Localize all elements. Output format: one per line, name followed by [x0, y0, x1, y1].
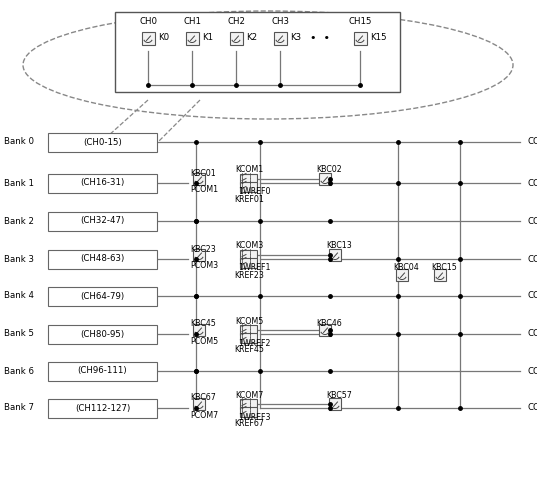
Text: (CH80-95): (CH80-95): [81, 329, 125, 339]
Text: (CH0-15): (CH0-15): [83, 138, 122, 146]
Text: KBC67: KBC67: [190, 394, 216, 402]
Text: COM1: COM1: [527, 179, 537, 187]
Text: Bank 1: Bank 1: [4, 179, 34, 187]
Bar: [229, 31, 243, 44]
Text: Bank 4: Bank 4: [4, 292, 34, 300]
Bar: [240, 325, 257, 335]
Bar: [193, 249, 205, 261]
Bar: [142, 31, 155, 44]
Bar: [329, 398, 341, 410]
Text: KBC57: KBC57: [326, 390, 352, 399]
Text: COM2: COM2: [527, 216, 537, 226]
Text: K2: K2: [246, 33, 257, 43]
Bar: [48, 212, 157, 230]
Text: (CH16-31): (CH16-31): [81, 179, 125, 187]
Text: (CH96-111): (CH96-111): [78, 367, 127, 375]
Text: Bank 3: Bank 3: [4, 255, 34, 264]
Text: COM7: COM7: [527, 403, 537, 412]
Bar: [319, 173, 331, 185]
Text: Bank 6: Bank 6: [4, 367, 34, 375]
Text: KBC23: KBC23: [190, 244, 216, 254]
Text: K0: K0: [158, 33, 169, 43]
Bar: [273, 31, 287, 44]
Bar: [48, 173, 157, 193]
Text: CH2: CH2: [227, 17, 245, 27]
Bar: [240, 182, 257, 192]
Text: (CH32-47): (CH32-47): [81, 216, 125, 226]
Bar: [319, 324, 331, 336]
Text: KREF67: KREF67: [234, 420, 264, 428]
Text: PCOM3: PCOM3: [190, 261, 218, 270]
Text: Bank 2: Bank 2: [4, 216, 34, 226]
Text: KCOM7: KCOM7: [235, 390, 263, 399]
Text: Bank 5: Bank 5: [4, 329, 34, 339]
Text: KCOM1: KCOM1: [235, 166, 263, 174]
Bar: [240, 258, 257, 268]
Bar: [434, 269, 446, 281]
Bar: [48, 325, 157, 343]
Text: KBC46: KBC46: [316, 319, 342, 328]
Text: PCOM5: PCOM5: [190, 337, 218, 345]
Text: KBC01: KBC01: [190, 169, 216, 177]
Text: Bank 0: Bank 0: [4, 138, 34, 146]
Text: COM6: COM6: [527, 367, 537, 375]
Bar: [353, 31, 366, 44]
Text: COM5: COM5: [527, 329, 537, 339]
Bar: [48, 361, 157, 381]
Text: CH3: CH3: [271, 17, 289, 27]
Text: KBC13: KBC13: [326, 242, 352, 251]
Text: CH15: CH15: [349, 17, 372, 27]
Bar: [240, 250, 257, 260]
Text: KREF45: KREF45: [234, 345, 264, 355]
Text: Bank 7: Bank 7: [4, 403, 34, 412]
Bar: [193, 324, 205, 336]
Bar: [48, 250, 157, 269]
Text: CH1: CH1: [183, 17, 201, 27]
Bar: [115, 12, 400, 92]
Text: 1WREF0: 1WREF0: [238, 187, 271, 197]
Text: KREF23: KREF23: [234, 270, 264, 280]
Text: 1WREF3: 1WREF3: [238, 412, 271, 422]
Bar: [240, 174, 257, 184]
Text: CH0: CH0: [139, 17, 157, 27]
Text: •  •: • •: [310, 33, 330, 43]
Bar: [240, 399, 257, 409]
Text: COM4: COM4: [527, 292, 537, 300]
Bar: [396, 269, 408, 281]
Text: PCOM1: PCOM1: [190, 185, 218, 195]
Text: KCOM5: KCOM5: [235, 316, 263, 326]
Text: KBC02: KBC02: [316, 166, 342, 174]
Text: 1WREF1: 1WREF1: [238, 264, 271, 272]
Text: K3: K3: [290, 33, 301, 43]
Text: KBC45: KBC45: [190, 319, 216, 328]
Text: (CH64-79): (CH64-79): [81, 292, 125, 300]
Text: KBC15: KBC15: [431, 264, 457, 272]
Text: KBC04: KBC04: [393, 264, 419, 272]
Bar: [193, 398, 205, 410]
Text: (CH112-127): (CH112-127): [75, 403, 130, 412]
Bar: [240, 333, 257, 343]
Bar: [48, 286, 157, 306]
Text: (CH48-63): (CH48-63): [81, 255, 125, 264]
Bar: [329, 249, 341, 261]
Bar: [48, 132, 157, 152]
Bar: [240, 407, 257, 417]
Text: K1: K1: [202, 33, 213, 43]
Text: COM3: COM3: [527, 255, 537, 264]
Bar: [185, 31, 199, 44]
Text: PCOM7: PCOM7: [190, 411, 218, 420]
Text: KCOM3: KCOM3: [235, 242, 263, 251]
Text: KREF01: KREF01: [234, 195, 264, 203]
Bar: [193, 173, 205, 185]
Bar: [48, 398, 157, 417]
Text: 1WREF2: 1WREF2: [238, 339, 271, 347]
Text: K15: K15: [370, 33, 387, 43]
Text: COM0: COM0: [527, 138, 537, 146]
